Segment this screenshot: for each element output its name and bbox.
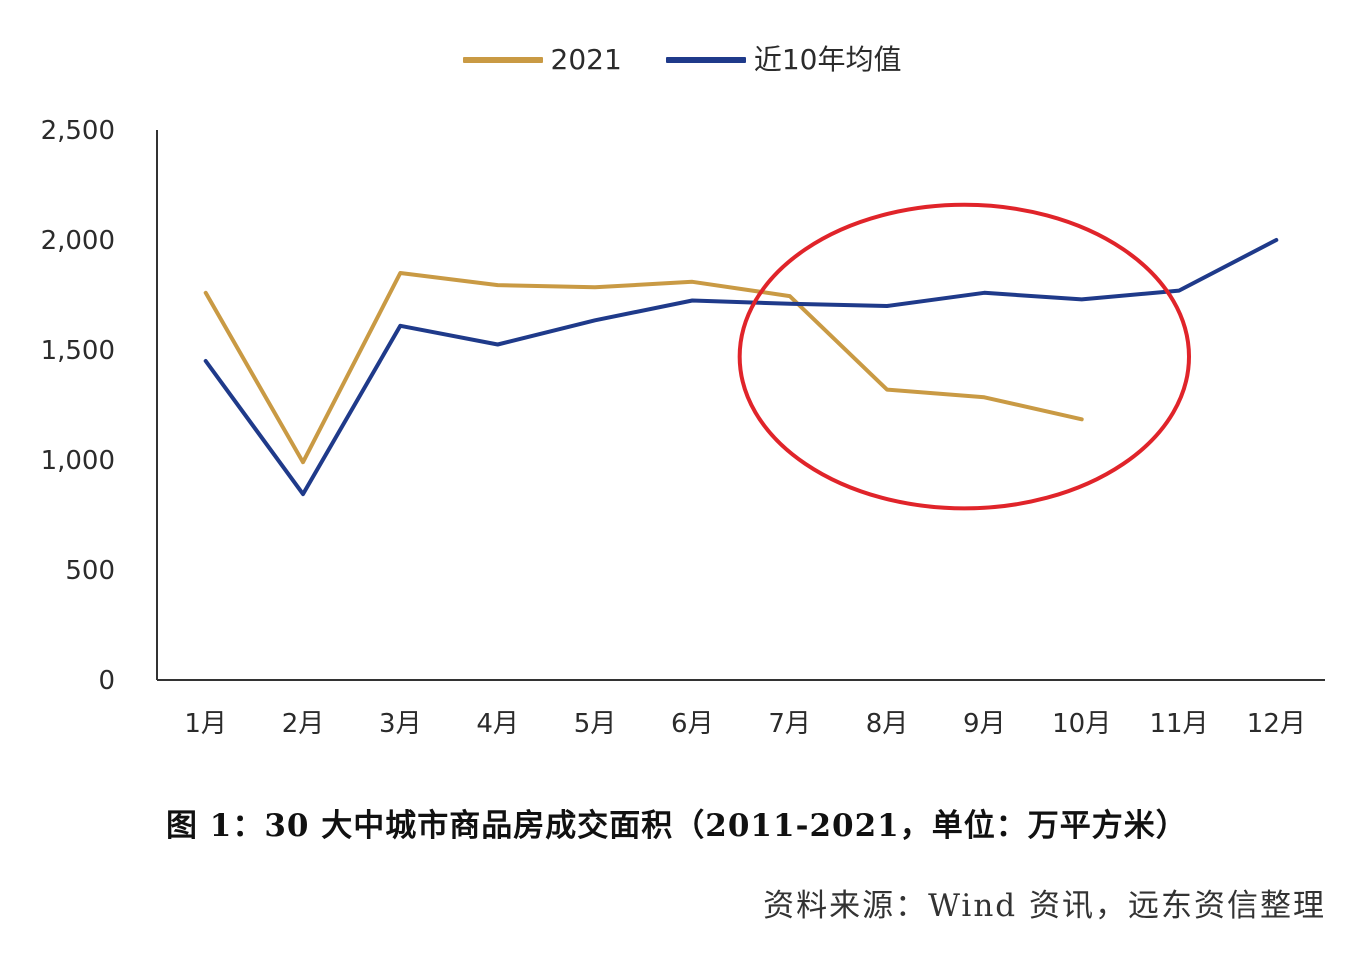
x-tick-label: 3月	[379, 709, 422, 739]
x-tick-label: 11月	[1149, 709, 1208, 739]
y-tick-label: 2,000	[41, 226, 115, 256]
legend: 2021 近10年均值	[0, 36, 1364, 84]
x-tick-label: 4月	[476, 709, 519, 739]
x-tick-label: 10月	[1052, 709, 1111, 739]
x-tick-label: 5月	[574, 709, 617, 739]
legend-label: 2021	[550, 43, 622, 76]
series-line	[203, 271, 1084, 465]
x-tick-label: 9月	[963, 709, 1006, 739]
chart-series	[203, 238, 1279, 497]
x-tick-label: 7月	[768, 709, 811, 739]
y-tick-label: 1,000	[41, 446, 115, 476]
x-tick-label: 8月	[866, 709, 909, 739]
legend-item: 2021	[462, 43, 622, 76]
y-axis-tick-labels: 0 500 1,000 1,500 2,000 2,500	[41, 116, 115, 696]
x-tick-label: 2月	[282, 709, 325, 739]
y-tick-label: 500	[65, 556, 115, 586]
source-note: 资料来源：Wind 资讯，远东资信整理	[763, 888, 1326, 924]
highlight-ellipse	[737, 202, 1191, 511]
x-tick-label: 6月	[671, 709, 714, 739]
legend-swatch	[665, 57, 746, 63]
y-tick-label: 0	[98, 666, 115, 696]
x-tick-label: 1月	[184, 709, 227, 739]
figure-caption: 图 1：30 大中城市商品房成交面积（2011-2021，单位：万平方米）	[166, 808, 1188, 844]
x-tick-label: 12月	[1247, 709, 1306, 739]
chart-annotation	[737, 202, 1191, 511]
x-axis-tick-labels: 1月 2月 3月 4月 5月 6月 7月 8月 9月 10月 11月 12月	[184, 709, 1305, 739]
y-tick-label: 2,500	[41, 116, 115, 146]
legend-item: 近10年均值	[665, 43, 902, 76]
series-line	[203, 238, 1279, 497]
legend-label: 近10年均值	[753, 43, 902, 76]
legend-swatch	[462, 57, 543, 63]
line-chart: 0 500 1,000 1,500 2,000 2,500 1月 2月 3月 4月 5月 6月 7月 8…	[41, 116, 1325, 739]
y-tick-label: 1,500	[41, 336, 115, 366]
chart-axes	[156, 130, 1325, 681]
